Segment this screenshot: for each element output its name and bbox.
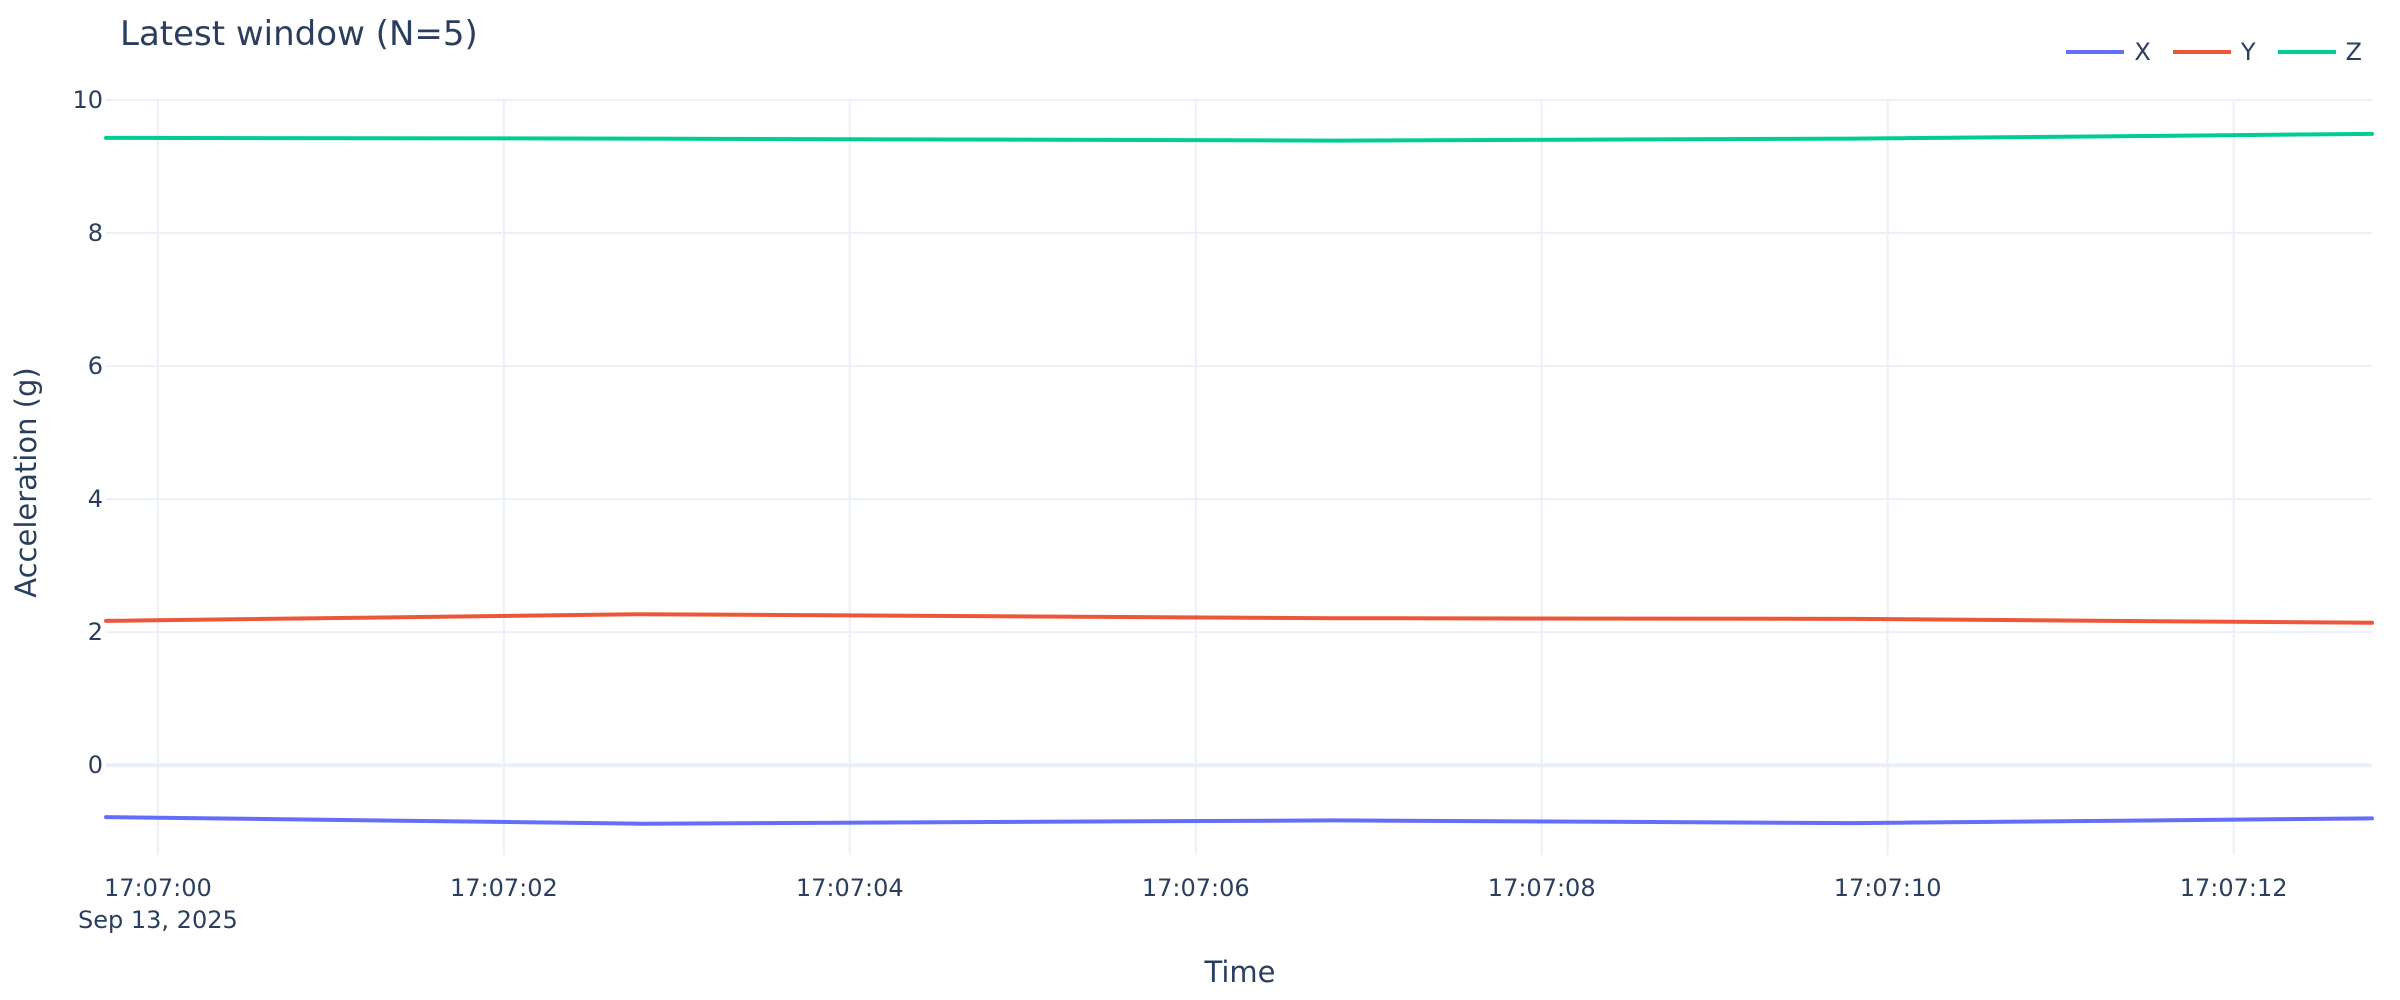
x-tick-label: 17:07:12 — [2180, 874, 2288, 902]
x-date-label: Sep 13, 2025 — [78, 906, 238, 934]
legend-swatch — [2066, 50, 2125, 54]
x-tick-label: 17:07:00 — [104, 874, 212, 902]
series-line-x — [104, 815, 2374, 826]
y-tick-label: 6 — [88, 352, 103, 380]
legend-label: X — [2134, 38, 2151, 66]
legend-swatch — [2172, 50, 2231, 54]
legend-swatch — [2277, 50, 2336, 54]
legend-item-x[interactable]: X — [2066, 38, 2151, 66]
y-tick-label: 2 — [88, 618, 103, 646]
x-tick-label: 17:07:08 — [1488, 874, 1596, 902]
y-axis-title: Acceleration (g) — [9, 367, 43, 597]
x-tick-label: 17:07:02 — [450, 874, 558, 902]
series-line-y — [104, 612, 2374, 625]
series-line-z — [104, 131, 2374, 143]
x-tick-label: 17:07:10 — [1834, 874, 1942, 902]
y-tick-label: 0 — [88, 751, 103, 779]
x-tick-label: 17:07:04 — [796, 874, 904, 902]
legend-item-y[interactable]: Y — [2172, 38, 2256, 66]
x-axis-title: Time — [1204, 955, 1276, 989]
gridlines — [106, 99, 2372, 855]
legend-label: Z — [2345, 38, 2362, 66]
series-lines — [104, 131, 2374, 826]
axis-labels: 0 2 4 6 8 10 17:07:00 17:07:02 17:07:04 17:07:06 1… — [9, 86, 2288, 989]
legend: X Y Z — [2066, 38, 2362, 66]
y-tick-label: 8 — [88, 219, 103, 247]
y-tick-label: 10 — [72, 86, 103, 114]
y-tick-label: 4 — [88, 485, 103, 513]
chart-title: Latest window (N=5) — [120, 14, 478, 54]
x-tick-label: 17:07:06 — [1142, 874, 1250, 902]
legend-label: Y — [2240, 38, 2256, 66]
legend-item-z[interactable]: Z — [2277, 38, 2362, 66]
